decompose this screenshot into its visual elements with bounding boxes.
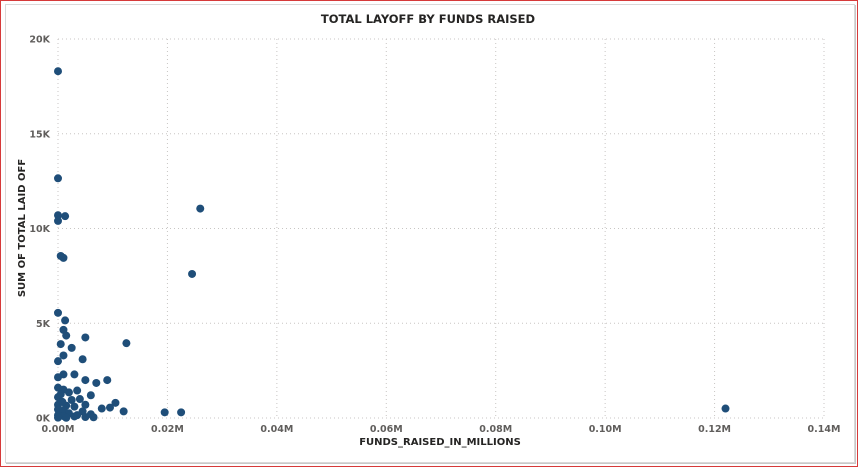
data-point[interactable] [78, 355, 87, 364]
data-points [54, 67, 730, 422]
data-point[interactable] [62, 413, 71, 422]
x-tick-label: 0.08M [479, 424, 512, 435]
data-point[interactable] [70, 402, 79, 411]
x-axis-ticks: 0.00M 0.02M 0.04M 0.06M 0.08M 0.10M 0.12M 0.14M [42, 424, 841, 435]
data-point[interactable] [61, 212, 70, 221]
data-point[interactable] [58, 397, 67, 406]
data-point[interactable] [160, 408, 169, 417]
data-point[interactable] [75, 395, 84, 404]
data-point[interactable] [56, 390, 65, 399]
data-point[interactable] [62, 331, 71, 340]
data-point[interactable] [54, 216, 62, 225]
data-point[interactable] [56, 340, 65, 349]
x-tick-label: 0.00M [42, 424, 75, 435]
x-tick-label: 0.10M [589, 424, 622, 435]
data-point[interactable] [54, 174, 62, 183]
data-point[interactable] [111, 398, 120, 407]
y-tick-label: 10K [29, 224, 50, 235]
data-point[interactable] [196, 204, 205, 213]
x-tick-label: 0.12M [698, 424, 731, 435]
y-tick-label: 5K [36, 319, 51, 330]
data-point[interactable] [86, 391, 95, 400]
x-tick-label: 0.14M [808, 424, 841, 435]
data-point[interactable] [105, 403, 114, 412]
data-point[interactable] [81, 376, 90, 385]
x-tick-label: 0.06M [370, 424, 403, 435]
data-point[interactable] [81, 333, 90, 342]
data-point[interactable] [54, 67, 62, 76]
data-point[interactable] [81, 400, 90, 409]
data-point[interactable] [81, 413, 90, 422]
data-point[interactable] [188, 269, 197, 278]
data-point[interactable] [67, 395, 76, 404]
chart-title: TOTAL LAYOFF BY FUNDS RAISED [321, 12, 535, 26]
data-point[interactable] [54, 308, 62, 317]
data-point[interactable] [721, 404, 730, 413]
gridlines [57, 38, 825, 419]
y-axis-title: SUM OF TOTAL LAID OFF [17, 159, 28, 297]
data-point[interactable] [92, 378, 101, 387]
y-tick-label: 15K [29, 129, 50, 140]
x-tick-label: 0.04M [260, 424, 293, 435]
data-point[interactable] [61, 316, 70, 325]
data-point[interactable] [67, 343, 76, 352]
data-point[interactable] [59, 253, 68, 262]
data-point[interactable] [59, 351, 68, 360]
x-tick-label: 0.02M [151, 424, 184, 435]
data-point[interactable] [73, 411, 82, 420]
data-point[interactable] [122, 339, 131, 348]
data-point[interactable] [54, 413, 62, 422]
data-point[interactable] [97, 404, 106, 413]
data-point[interactable] [73, 386, 82, 395]
y-tick-label: 0K [36, 414, 51, 425]
data-point[interactable] [103, 376, 112, 385]
chart-visual[interactable] [5, 4, 855, 463]
data-point[interactable] [119, 407, 128, 416]
y-tick-label: 20K [29, 35, 50, 46]
data-point[interactable] [54, 211, 62, 220]
data-point[interactable] [177, 408, 186, 417]
x-axis-title: FUNDS_RAISED_IN_MILLIONS [359, 437, 521, 448]
data-point[interactable] [89, 413, 98, 422]
data-point[interactable] [64, 388, 73, 397]
data-point[interactable] [70, 370, 79, 379]
y-axis-ticks: 0K 5K 10K 15K 20K [29, 35, 50, 425]
data-point[interactable] [54, 357, 62, 366]
data-point[interactable] [54, 373, 62, 382]
